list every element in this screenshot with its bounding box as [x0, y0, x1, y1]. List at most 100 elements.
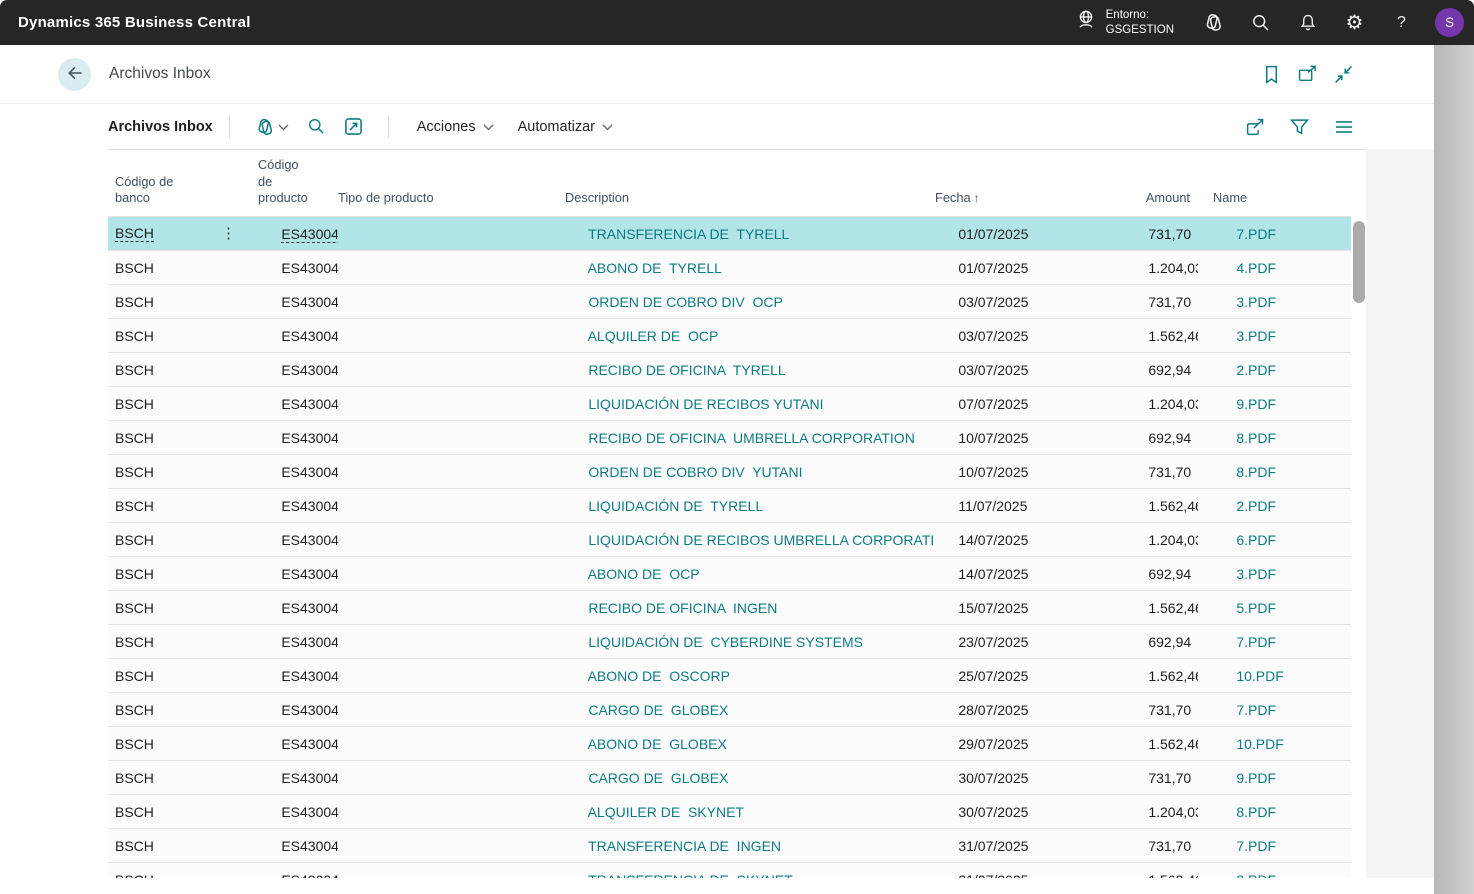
row-ellipsis-icon[interactable]: ⋮ [221, 225, 236, 242]
cell-name[interactable]: 10.PDF [1198, 652, 1351, 700]
cell-codigo-producto[interactable]: ES43004... [281, 633, 338, 650]
pdf-link[interactable]: 2.PDF [1236, 497, 1277, 514]
environment-picker[interactable]: Entorno: GSGESTION [1075, 8, 1174, 38]
description-link[interactable]: RECIBO DE OFICINA TYRELL [588, 361, 786, 378]
cell-codigo-producto[interactable]: ES43004... [281, 599, 338, 616]
cell-codigo-banco[interactable]: BSCH ⋮ [115, 327, 154, 344]
cell-codigo-producto[interactable]: ES43004... [281, 497, 338, 514]
pdf-link[interactable]: 7.PDF [1236, 837, 1277, 854]
cell-codigo-producto[interactable]: ES43004... [281, 701, 338, 718]
cell-codigo-banco[interactable]: BSCH ⋮ [115, 837, 154, 854]
cell-codigo-producto[interactable]: ES43004... [281, 361, 338, 378]
column-header-codigo-banco[interactable]: Código de banco [115, 173, 174, 206]
description-link[interactable]: CARGO DE GLOBEX [588, 701, 729, 718]
cell-description[interactable]: CARGO DE GLOBEX [565, 686, 935, 734]
cell-fecha[interactable]: 31/07/2025 [935, 856, 1125, 879]
pdf-link[interactable]: 10.PDF [1236, 667, 1284, 684]
cell-description[interactable]: ABONO DE GLOBEX [565, 720, 935, 768]
cell-name[interactable]: 5.PDF [1198, 584, 1351, 632]
description-link[interactable]: ALQUILER DE SKYNET [587, 803, 744, 820]
pdf-link[interactable]: 5.PDF [1236, 599, 1277, 616]
description-link[interactable]: LIQUIDACIÓN DE CYBERDINE SYSTEMS [588, 633, 863, 650]
cell-amount[interactable]: 731,70 [1148, 769, 1192, 786]
cell-codigo-producto[interactable]: ES43004... [281, 259, 338, 276]
notifications-button[interactable] [1284, 0, 1331, 45]
cell-name[interactable]: 4.PDF [1198, 244, 1351, 292]
cell-name[interactable]: 3.PDF [1198, 856, 1351, 879]
cell-description[interactable]: ALQUILER DE OCP [565, 312, 935, 360]
cell-name[interactable]: 7.PDF [1198, 618, 1351, 666]
pdf-link[interactable]: 7.PDF [1236, 701, 1277, 718]
description-link[interactable]: CARGO DE GLOBEX [588, 769, 729, 786]
account-avatar[interactable]: S [1435, 8, 1464, 37]
filter-icon[interactable] [1289, 116, 1310, 137]
cell-description[interactable]: RECIBO DE OFICINA INGEN [565, 584, 935, 632]
vertical-scrollbar-thumb[interactable] [1353, 221, 1365, 303]
cell-amount[interactable]: 731,70 [1148, 837, 1192, 854]
cell-amount[interactable]: 1.562,46 [1148, 497, 1198, 514]
cell-amount[interactable]: 731,70 [1148, 225, 1192, 242]
table-row[interactable]: BSCH ⋮ ES43004... LIQUIDACIÓN DE RECIBOS… [108, 387, 1351, 421]
pdf-link[interactable]: 4.PDF [1236, 259, 1277, 276]
cell-description[interactable]: ABONO DE OCP [565, 550, 935, 598]
cell-fecha[interactable]: 11/07/2025 [958, 497, 1028, 514]
cell-fecha[interactable]: 03/07/2025 [958, 361, 1029, 378]
description-link[interactable]: ABONO DE OCP [587, 565, 700, 582]
cell-codigo-producto[interactable]: ES43004... [281, 293, 338, 310]
cell-fecha[interactable]: 03/07/2025 [958, 327, 1029, 344]
cell-name[interactable]: 7.PDF [1198, 686, 1351, 734]
cell-amount[interactable]: 1.562,46 [1148, 735, 1198, 752]
cell-fecha[interactable]: 14/07/2025 [958, 565, 1029, 582]
cell-tipo-producto[interactable] [338, 856, 565, 879]
cell-amount[interactable]: 731,70 [1148, 463, 1192, 480]
cell-codigo-banco[interactable]: BSCH ⋮ [115, 497, 154, 514]
cell-name[interactable]: 2.PDF [1198, 346, 1351, 394]
table-row[interactable]: BSCH ⋮ ES43004... ORDEN DE COBRO DIV YUT… [108, 455, 1351, 489]
pdf-link[interactable]: 9.PDF [1236, 395, 1277, 412]
cell-fecha[interactable]: 07/07/2025 [958, 395, 1029, 412]
table-row[interactable]: BSCH ⋮ ES43004... ALQUILER DE OCP 03/07/… [108, 319, 1351, 353]
cell-description[interactable]: ORDEN DE COBRO DIV YUTANI [565, 448, 935, 496]
settings-button[interactable]: ⚙ [1331, 0, 1378, 45]
cell-fecha[interactable]: 25/07/2025 [958, 667, 1029, 684]
cell-amount[interactable]: 1.562,46 [1148, 667, 1198, 684]
pdf-link[interactable]: 8.PDF [1236, 429, 1277, 446]
cell-description[interactable]: LIQUIDACIÓN DE RECIBOS YUTANI [565, 380, 935, 428]
cell-name[interactable]: 9.PDF [1198, 754, 1351, 802]
cell-description[interactable]: LIQUIDACIÓN DE TYRELL [565, 482, 935, 530]
column-header-codigo-producto[interactable]: Código de producto [258, 157, 308, 206]
cell-fecha[interactable]: 14/07/2025 [958, 531, 1029, 548]
cell-name[interactable]: 7.PDF [1198, 217, 1351, 258]
cell-amount[interactable]: 1.204,03 [1148, 259, 1198, 276]
table-row[interactable]: BSCH ⋮ ES43004... ABONO DE TYRELL 01/07/… [108, 251, 1351, 285]
pdf-link[interactable]: 10.PDF [1236, 735, 1284, 752]
help-button[interactable]: ? [1378, 0, 1425, 45]
menu-automatizar[interactable]: Automatizar [506, 114, 625, 140]
pdf-link[interactable]: 3.PDF [1236, 293, 1277, 310]
cell-codigo-producto[interactable]: ES43004... [281, 803, 338, 820]
table-row[interactable]: BSCH ⋮ ES43004... LIQUIDACIÓN DE CYBERDI… [108, 625, 1351, 659]
cell-name[interactable]: 7.PDF [1198, 822, 1351, 870]
pdf-link[interactable]: 9.PDF [1236, 769, 1277, 786]
description-link[interactable]: LIQUIDACIÓN DE RECIBOS UMBRELLA CORPORAT… [588, 531, 935, 548]
description-link[interactable]: ABONO DE GLOBEX [587, 735, 727, 752]
cell-codigo-producto[interactable]: ES43004... [281, 327, 338, 344]
table-row[interactable]: BSCH ⋮ ES43004... ABONO DE OCP 14/07/202… [108, 557, 1351, 591]
cell-description[interactable]: LIQUIDACIÓN DE RECIBOS UMBRELLA CORPORAT… [565, 516, 935, 564]
cell-description[interactable]: ORDEN DE COBRO DIV OCP [565, 278, 935, 326]
cell-description[interactable]: ALQUILER DE SKYNET [565, 788, 935, 836]
cell-codigo-banco[interactable]: BSCH ⋮ [115, 259, 154, 276]
cell-fecha[interactable]: 31/07/2025 [958, 837, 1029, 854]
pdf-link[interactable]: 3.PDF [1236, 327, 1277, 344]
column-header-name[interactable]: Name [1213, 190, 1248, 206]
cell-codigo-banco[interactable]: BSCH ⋮ [115, 463, 154, 480]
collapse-button[interactable] [1333, 64, 1354, 85]
cell-amount[interactable]: 1.204,03 [1148, 395, 1198, 412]
table-row[interactable]: BSCH ⋮ ES43004... ORDEN DE COBRO DIV OCP… [108, 285, 1351, 319]
column-header-tipo-producto[interactable]: Tipo de producto [338, 190, 434, 206]
cell-codigo-banco[interactable]: BSCH ⋮ [108, 872, 258, 879]
search-button[interactable] [1237, 0, 1284, 45]
cell-fecha[interactable]: 30/07/2025 [958, 803, 1029, 820]
cell-codigo-banco[interactable]: BSCH ⋮ [115, 293, 154, 310]
cell-description[interactable]: ABONO DE TYRELL [565, 244, 935, 292]
